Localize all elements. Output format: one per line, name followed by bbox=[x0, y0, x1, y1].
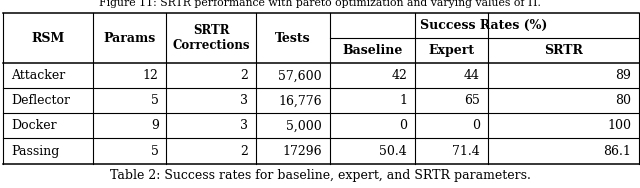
Text: 86.1: 86.1 bbox=[603, 145, 631, 158]
Text: 2: 2 bbox=[241, 69, 248, 82]
Text: 71.4: 71.4 bbox=[452, 145, 480, 158]
Text: Table 2: Success rates for baseline, expert, and SRTR parameters.: Table 2: Success rates for baseline, exp… bbox=[109, 169, 531, 182]
Text: 57,600: 57,600 bbox=[278, 69, 322, 82]
Text: Passing: Passing bbox=[11, 145, 60, 158]
Text: 2: 2 bbox=[241, 145, 248, 158]
Text: 80: 80 bbox=[615, 94, 631, 107]
Text: 17296: 17296 bbox=[282, 145, 322, 158]
Text: 0: 0 bbox=[472, 119, 480, 133]
Text: Success Rates (%): Success Rates (%) bbox=[420, 19, 548, 32]
Text: 3: 3 bbox=[241, 94, 248, 107]
Text: Attacker: Attacker bbox=[11, 69, 65, 82]
Text: 9: 9 bbox=[151, 119, 159, 133]
Text: 5: 5 bbox=[151, 145, 159, 158]
Text: Figure 11: SRTR performance with pareto optimization and varying values of Π.: Figure 11: SRTR performance with pareto … bbox=[99, 0, 541, 8]
Text: SRTR
Corrections: SRTR Corrections bbox=[172, 24, 250, 52]
Text: 89: 89 bbox=[615, 69, 631, 82]
Text: 1: 1 bbox=[399, 94, 407, 107]
Text: SRTR: SRTR bbox=[544, 44, 582, 57]
Text: 12: 12 bbox=[143, 69, 159, 82]
Text: Baseline: Baseline bbox=[342, 44, 403, 57]
Text: 3: 3 bbox=[241, 119, 248, 133]
Text: Deflector: Deflector bbox=[11, 94, 70, 107]
Text: 65: 65 bbox=[464, 94, 480, 107]
Text: 50.4: 50.4 bbox=[380, 145, 407, 158]
Text: 16,776: 16,776 bbox=[278, 94, 322, 107]
Text: RSM: RSM bbox=[31, 32, 65, 45]
Text: 5: 5 bbox=[151, 94, 159, 107]
Text: 0: 0 bbox=[399, 119, 407, 133]
Text: 42: 42 bbox=[391, 69, 407, 82]
Text: 5,000: 5,000 bbox=[286, 119, 322, 133]
Text: Params: Params bbox=[104, 32, 156, 45]
Text: 44: 44 bbox=[464, 69, 480, 82]
Text: Docker: Docker bbox=[11, 119, 56, 133]
Text: Tests: Tests bbox=[275, 32, 310, 45]
Text: 100: 100 bbox=[607, 119, 631, 133]
Text: Expert: Expert bbox=[428, 44, 474, 57]
